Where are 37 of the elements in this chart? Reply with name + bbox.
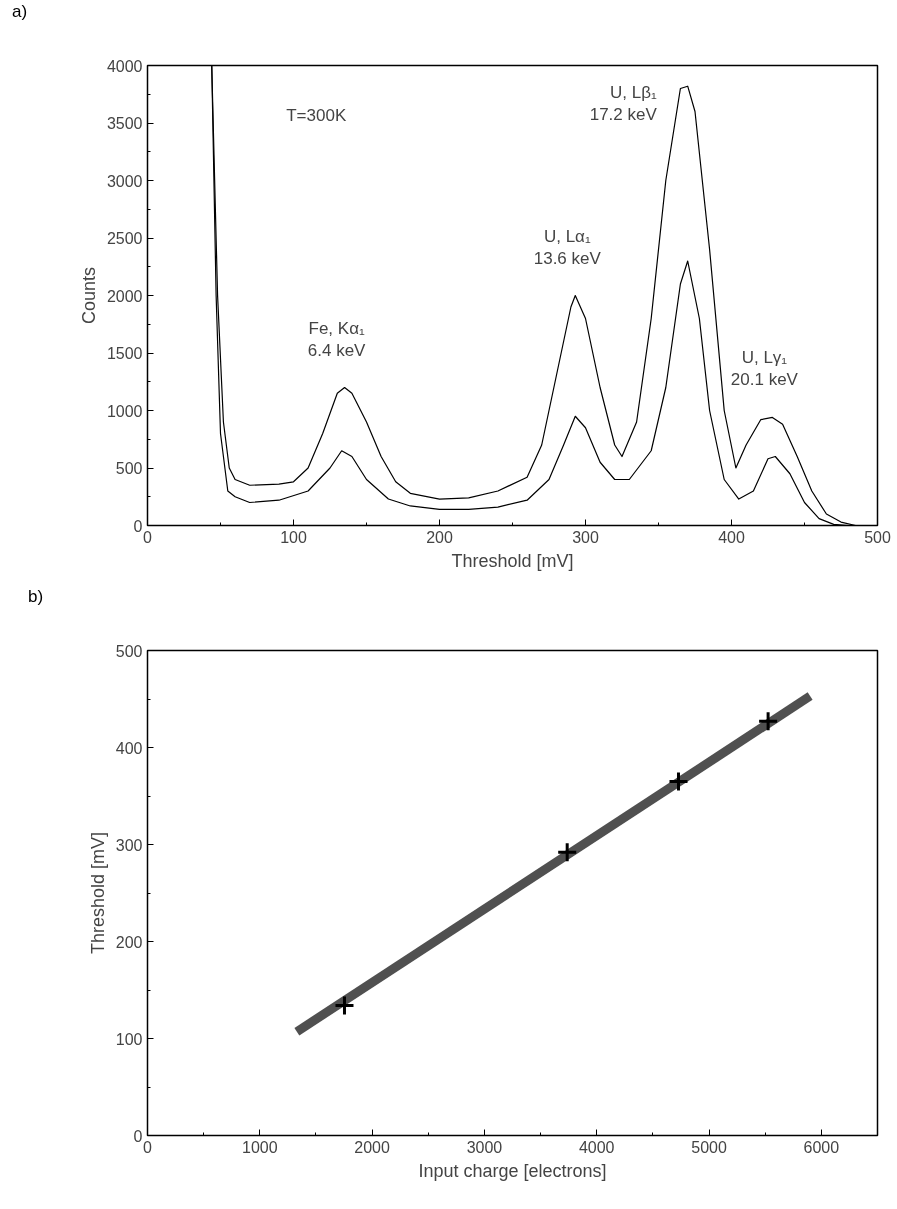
annotation: T=300K bbox=[286, 106, 347, 126]
y-tick-label: 2000 bbox=[106, 287, 143, 305]
annotation: U, Lβ₁ 17.2 keV bbox=[589, 83, 658, 125]
x-axis-title: Threshold [mV] bbox=[451, 550, 574, 571]
text: b) bbox=[28, 586, 44, 608]
y-tick-label: 100 bbox=[115, 1030, 143, 1048]
x-tick-label: 1000 bbox=[242, 1138, 278, 1156]
y-tick-label: 3500 bbox=[106, 115, 143, 132]
x-tick-label: 4000 bbox=[578, 1138, 615, 1156]
y-tick-label: 200 bbox=[115, 933, 143, 951]
x-tick-label: 500 bbox=[864, 528, 891, 546]
x-tick-label: 2000 bbox=[354, 1138, 391, 1156]
y-tick-label: 0 bbox=[133, 517, 143, 535]
y-tick-label: 1500 bbox=[106, 345, 143, 362]
text: a) bbox=[12, 1, 28, 23]
x-tick-label: 100 bbox=[280, 528, 307, 546]
x-tick-label: 300 bbox=[572, 528, 599, 546]
x-axis-title: Input charge [electrons] bbox=[418, 1160, 607, 1181]
y-tick-label: 2500 bbox=[106, 230, 143, 247]
x-tick-label: 6000 bbox=[803, 1138, 840, 1156]
annotation: Fe, Kα₁ 6.4 keV bbox=[307, 318, 367, 360]
x-tick-label: 400 bbox=[718, 528, 745, 546]
annotation: U, Lα₁ 13.6 keV bbox=[533, 226, 602, 268]
y-tick-label: 0 bbox=[133, 1127, 143, 1145]
y-tick-label: 300 bbox=[115, 836, 143, 854]
y-tick-label: 400 bbox=[115, 739, 143, 757]
y-axis-title: Threshold [mV] bbox=[87, 831, 108, 955]
y-axis-title: Counts bbox=[78, 266, 99, 325]
y-tick-label: 3000 bbox=[106, 172, 143, 190]
y-tick-label: 500 bbox=[115, 642, 143, 660]
x-tick-label: 5000 bbox=[691, 1138, 727, 1156]
y-tick-label: 1000 bbox=[106, 402, 143, 420]
y-tick-label: 4000 bbox=[106, 57, 143, 75]
x-tick-label: 200 bbox=[426, 528, 453, 546]
annotation: U, Lγ₁ 20.1 keV bbox=[730, 348, 799, 390]
x-tick-label: 3000 bbox=[466, 1138, 503, 1156]
y-tick-label: 500 bbox=[115, 460, 143, 477]
